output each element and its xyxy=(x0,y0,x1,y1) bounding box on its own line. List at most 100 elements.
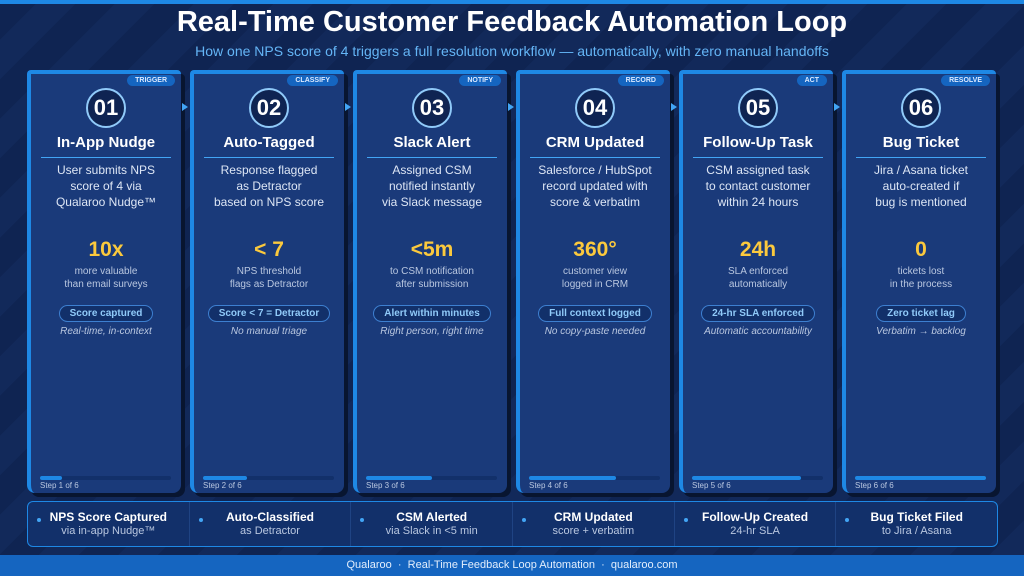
step-number: 06 xyxy=(901,88,941,128)
step-title: Auto-Tagged xyxy=(223,134,315,151)
step-card: RECORD 04 CRM Updated Salesforce / HubSp… xyxy=(516,70,670,493)
step-note: Real-time, in-context xyxy=(60,326,152,337)
bullet-icon xyxy=(522,518,527,522)
summary-item: Auto-Classified as Detractor xyxy=(190,502,352,546)
bullet-icon xyxy=(198,518,203,522)
description-line: Qualaroo Nudge™ xyxy=(55,195,157,209)
description-line: Jira / Asana ticket xyxy=(873,163,969,177)
description-line: Assigned CSM xyxy=(392,163,472,177)
step-description: Response flagged as Detractor based on NPS… xyxy=(194,162,344,226)
stat-label: SLA enforced automatically xyxy=(683,265,833,291)
step-label: Step 1 of 6 xyxy=(40,481,79,490)
summary-subtitle: via in-app Nudge™ xyxy=(61,525,156,537)
divider xyxy=(693,157,823,158)
step-description: CSM assigned task to contact customer with… xyxy=(683,162,833,226)
stat-label: to CSM notification after submission xyxy=(357,265,507,291)
arrow-right-icon xyxy=(182,103,188,111)
step-number: 05 xyxy=(738,88,778,128)
step-label: Step 3 of 6 xyxy=(366,481,405,490)
step-badge: 24-hr SLA enforced xyxy=(701,305,815,322)
arrow-right-icon xyxy=(671,103,677,111)
progress-bar xyxy=(529,476,660,480)
step-badge: Alert within minutes xyxy=(373,305,491,322)
arrow-right-icon xyxy=(345,103,351,111)
step-description: Assigned CSM notified instantly via Slack … xyxy=(357,162,507,226)
progress-bar xyxy=(203,476,334,480)
stat-label-line: SLA enforced xyxy=(727,266,789,277)
footer: Qualaroo · Real-Time Feedback Loop Autom… xyxy=(0,555,1024,576)
step-card: RESOLVE 06 Bug Ticket Jira / Asana ticke… xyxy=(842,70,996,493)
summary-subtitle: via Slack in <5 min xyxy=(385,525,478,537)
summary-subtitle: score + verbatim xyxy=(552,525,635,537)
step-label: Step 6 of 6 xyxy=(855,481,894,490)
step-description: User submits NPS score of 4 via Qualaroo N… xyxy=(31,162,181,226)
divider xyxy=(204,157,334,158)
description-line: auto-created if xyxy=(882,179,960,193)
stat-label: customer view logged in CRM xyxy=(520,265,670,291)
stat-label-line: in the process xyxy=(889,279,953,290)
description-line: score of 4 via xyxy=(70,179,142,193)
summary-item: CRM Updated score + verbatim xyxy=(513,502,675,546)
stat-label: NPS threshold flags as Detractor xyxy=(194,265,344,291)
top-accent-bar xyxy=(0,0,1024,4)
step-tag: NOTIFY xyxy=(459,75,501,86)
summary-item: CSM Alerted via Slack in <5 min xyxy=(351,502,514,546)
divider xyxy=(367,157,497,158)
step-note: Automatic accountability xyxy=(704,326,812,337)
description-line: as Detractor xyxy=(236,179,302,193)
summary-title: CRM Updated xyxy=(554,510,633,524)
step-stat: 360° xyxy=(573,238,617,261)
step-title: In-App Nudge xyxy=(56,134,156,151)
bullet-icon xyxy=(37,518,41,522)
progress-bar xyxy=(366,476,497,480)
step-tag: RECORD xyxy=(617,75,664,86)
bullet-icon xyxy=(845,518,850,522)
step-tag: CLASSIFY xyxy=(287,75,338,86)
stat-label-line: more valuable xyxy=(74,266,138,277)
divider xyxy=(41,157,171,158)
step-label: Step 5 of 6 xyxy=(692,481,731,490)
summary-title: NPS Score Captured xyxy=(49,510,168,524)
description-line: notified instantly xyxy=(388,179,476,193)
description-line: via Slack message xyxy=(381,195,483,209)
step-badge: Full context logged xyxy=(538,305,652,322)
summary-title: Follow-Up Created xyxy=(702,510,809,524)
step-tag: ACT xyxy=(796,75,827,86)
description-line: to contact customer xyxy=(705,179,811,193)
footer-url[interactable]: qualaroo.com xyxy=(610,559,678,571)
step-badge: Zero ticket lag xyxy=(876,305,966,322)
arrow-right-icon xyxy=(508,103,514,111)
step-description: Jira / Asana ticket auto-created if bug is… xyxy=(846,162,996,226)
step-number: 04 xyxy=(575,88,615,128)
step-note: Verbatim → backlog xyxy=(876,326,966,337)
step-tag: RESOLVE xyxy=(941,75,990,86)
step-stat: 24h xyxy=(739,238,777,261)
stat-label-line: tickets lost xyxy=(897,266,945,277)
step-title: Follow-Up Task xyxy=(703,134,813,151)
page-subtitle: How one NPS score of 4 triggers a full r… xyxy=(195,43,829,59)
step-label: Step 4 of 6 xyxy=(529,481,568,490)
summary-subtitle: as Detractor xyxy=(240,525,300,537)
stat-label-line: automatically xyxy=(728,279,788,290)
step-number: 01 xyxy=(86,88,126,128)
stat-label: tickets lost in the process xyxy=(846,265,996,291)
step-title: Bug Ticket xyxy=(882,134,960,151)
stat-label-line: flags as Detractor xyxy=(229,279,309,290)
progress-bar xyxy=(40,476,171,480)
description-line: within 24 hours xyxy=(717,195,799,209)
progress-fill xyxy=(366,476,432,480)
step-card: NOTIFY 03 Slack Alert Assigned CSM notifi… xyxy=(353,70,507,493)
footer-text: Real-Time Feedback Loop Automation xyxy=(407,559,595,571)
stat-label-line: to CSM notification xyxy=(390,266,474,277)
description-line: bug is mentioned xyxy=(875,195,967,209)
progress-fill xyxy=(40,476,62,480)
description-line: User submits NPS xyxy=(56,163,156,177)
progress-fill xyxy=(529,476,617,480)
stat-label-line: than email surveys xyxy=(64,279,148,290)
stat-label-line: logged in CRM xyxy=(561,279,629,290)
step-card: ACT 05 Follow-Up Task CSM assigned task t… xyxy=(679,70,833,493)
stat-label-line: NPS threshold xyxy=(236,266,302,277)
step-number: 02 xyxy=(249,88,289,128)
step-label: Step 2 of 6 xyxy=(203,481,242,490)
description-line: record updated with xyxy=(542,179,648,193)
